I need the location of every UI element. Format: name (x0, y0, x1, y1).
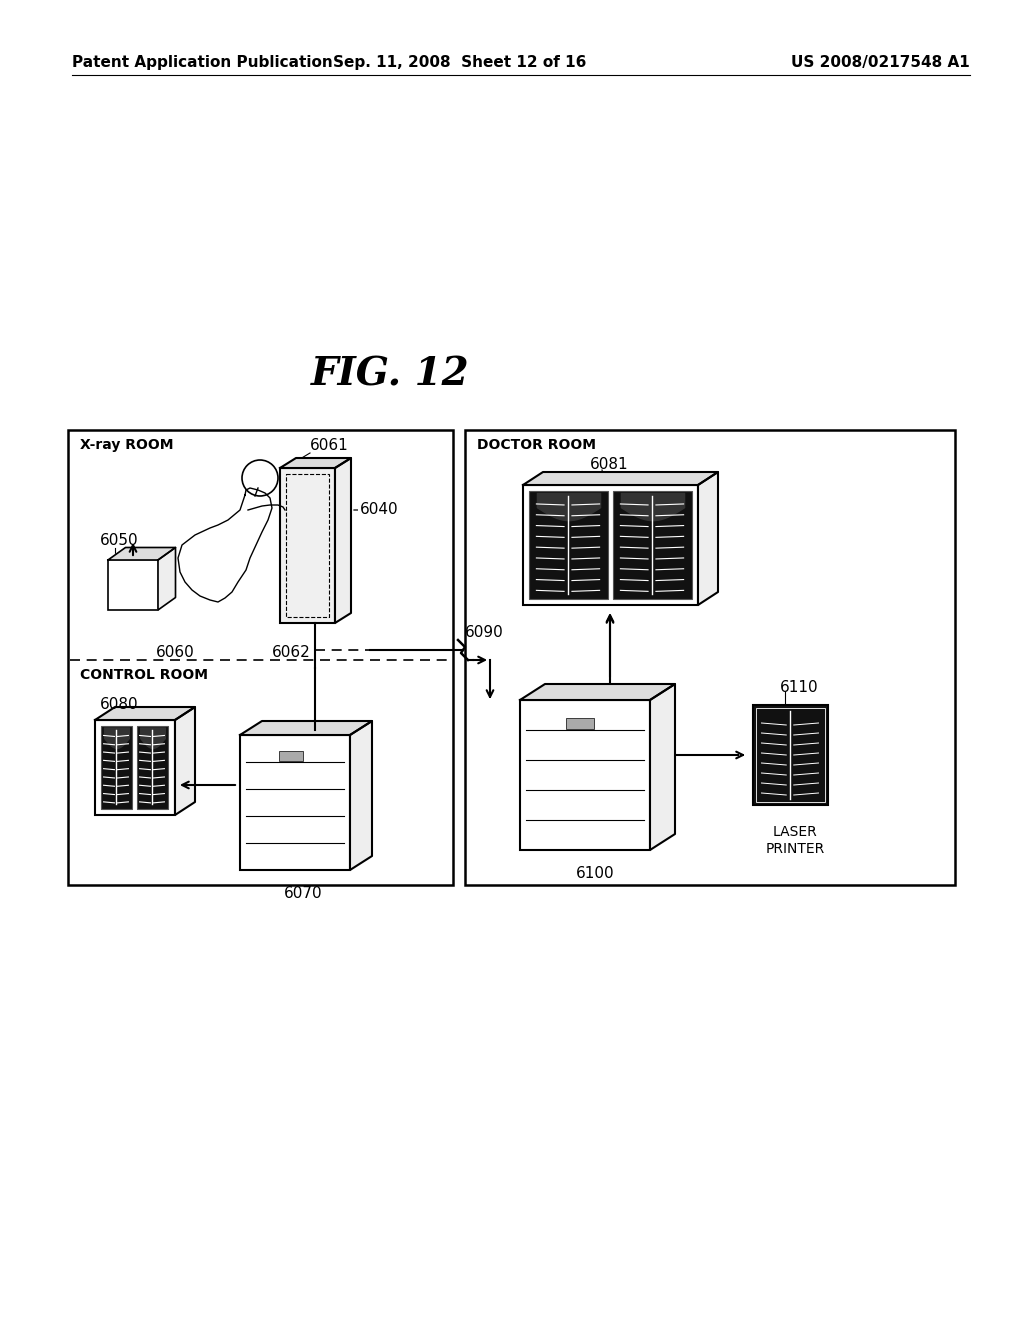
Text: CONTROL ROOM: CONTROL ROOM (80, 668, 208, 682)
Circle shape (242, 459, 278, 496)
Text: 6090: 6090 (465, 624, 504, 640)
Bar (101, 726, 132, 809)
Polygon shape (178, 488, 272, 602)
Polygon shape (95, 708, 195, 719)
Bar (240, 735, 350, 870)
Text: LASER
PRINTER: LASER PRINTER (765, 825, 824, 857)
Text: 6110: 6110 (780, 680, 818, 696)
Text: X-ray ROOM: X-ray ROOM (80, 438, 173, 451)
Bar (465, 430, 955, 884)
Polygon shape (335, 458, 351, 623)
Bar (108, 560, 158, 610)
Polygon shape (175, 708, 195, 814)
Polygon shape (240, 721, 372, 735)
Text: DOCTOR ROOM: DOCTOR ROOM (477, 438, 596, 451)
Bar (68, 430, 453, 884)
Text: Patent Application Publication: Patent Application Publication (72, 55, 333, 70)
Polygon shape (108, 548, 175, 560)
Bar (280, 469, 335, 623)
Bar (137, 726, 168, 809)
Bar (520, 700, 650, 850)
Bar (565, 718, 594, 729)
Text: 6040: 6040 (360, 503, 398, 517)
Text: 6100: 6100 (575, 866, 614, 880)
Text: FIG. 12: FIG. 12 (310, 355, 469, 393)
Text: Sep. 11, 2008  Sheet 12 of 16: Sep. 11, 2008 Sheet 12 of 16 (334, 55, 587, 70)
Bar (523, 484, 698, 605)
Text: 6061: 6061 (310, 438, 349, 453)
Bar (756, 708, 825, 803)
Bar (753, 705, 828, 805)
Bar (95, 719, 175, 814)
Polygon shape (280, 458, 351, 469)
Bar (529, 491, 608, 599)
Bar (279, 751, 303, 760)
Text: US 2008/0217548 A1: US 2008/0217548 A1 (792, 55, 970, 70)
Text: 6081: 6081 (590, 457, 629, 473)
Polygon shape (350, 721, 372, 870)
Polygon shape (650, 684, 675, 850)
Text: 6050: 6050 (100, 533, 138, 548)
Bar (286, 474, 329, 616)
Polygon shape (158, 548, 175, 610)
Text: 6062: 6062 (272, 645, 310, 660)
Text: 6070: 6070 (284, 886, 323, 902)
Bar (613, 491, 692, 599)
Text: 6080: 6080 (100, 697, 138, 711)
Polygon shape (523, 473, 718, 484)
Polygon shape (520, 684, 675, 700)
Text: 6060: 6060 (156, 645, 195, 660)
Polygon shape (698, 473, 718, 605)
